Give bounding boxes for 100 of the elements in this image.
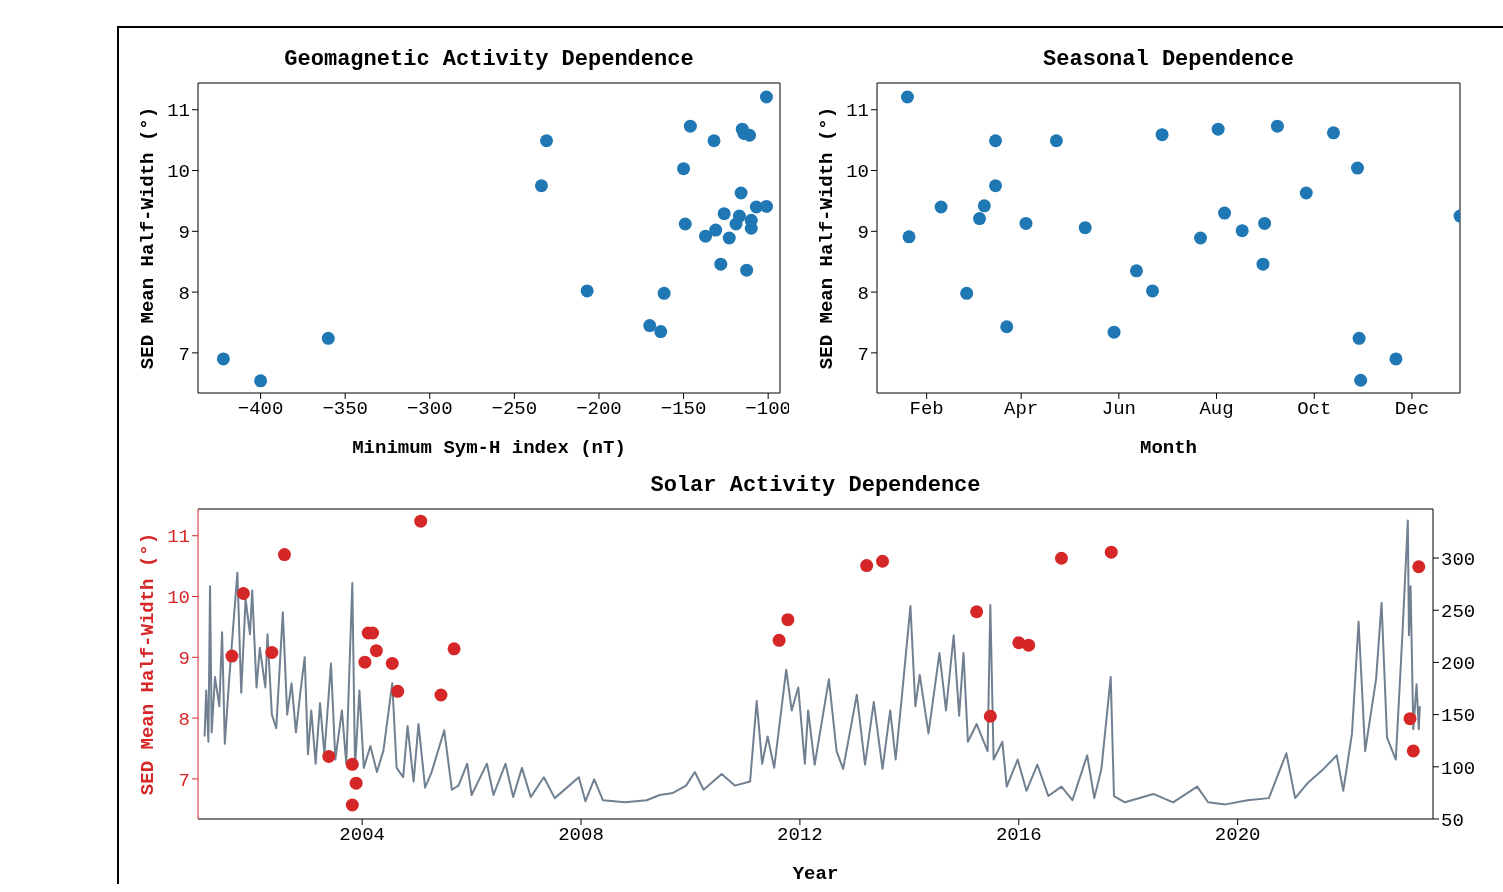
x-tick-label: 2004 <box>339 824 385 847</box>
y2-tick-label: 200 <box>1441 653 1476 676</box>
chart-title: Solar Activity Dependence <box>649 473 982 499</box>
point <box>1256 257 1270 271</box>
line-series <box>203 519 1421 806</box>
point <box>902 230 916 244</box>
x-tick-label: Oct <box>1297 398 1332 421</box>
x-tick-label: −150 <box>660 398 707 421</box>
point <box>1270 119 1284 133</box>
point <box>709 223 723 237</box>
x-tick-label: Aug <box>1199 398 1234 421</box>
point <box>1351 161 1364 175</box>
point <box>540 134 554 148</box>
point <box>414 514 428 528</box>
y-tick-label: 7 <box>857 343 869 366</box>
point <box>358 655 372 669</box>
point <box>707 134 721 148</box>
point <box>960 286 974 300</box>
point <box>714 257 728 271</box>
point <box>1194 231 1208 245</box>
point <box>1107 325 1121 339</box>
point <box>1145 284 1159 298</box>
x-tick-label: −350 <box>322 398 368 421</box>
x-tick-label: 2016 <box>995 824 1042 847</box>
y-tick-label: 11 <box>167 526 190 549</box>
y2-tick-label: 100 <box>1441 757 1476 780</box>
point <box>1129 264 1143 278</box>
y-axis-title: SED Mean Half-Width (°) <box>136 106 159 370</box>
point <box>1211 122 1225 136</box>
point <box>717 207 731 221</box>
point <box>983 709 997 723</box>
x-axis-title: Minimum Sym-H index (nT) <box>352 437 626 459</box>
point <box>321 331 335 345</box>
point <box>277 548 291 562</box>
point <box>369 644 383 658</box>
point <box>1406 744 1420 758</box>
point <box>683 119 697 133</box>
point <box>657 286 671 300</box>
point <box>1054 551 1068 565</box>
point <box>759 199 773 213</box>
x-tick-label: Apr <box>1004 398 1039 421</box>
point <box>1049 134 1063 148</box>
y-tick-label: 8 <box>857 282 869 305</box>
point <box>732 209 746 223</box>
point <box>254 374 268 388</box>
y2-tick-label: 150 <box>1441 705 1476 728</box>
x-tick-label: Feb <box>909 398 944 421</box>
point <box>876 554 890 568</box>
x-tick-label: Dec <box>1394 398 1430 421</box>
point <box>345 757 359 771</box>
chart-title: Geomagnetic Activity Dependence <box>283 47 695 73</box>
x-tick-label: 2008 <box>558 824 604 847</box>
y-tick-label: 10 <box>167 161 190 184</box>
point <box>740 263 754 277</box>
point <box>1235 224 1249 238</box>
point <box>1326 126 1340 140</box>
point <box>391 684 405 698</box>
x-tick-label: −300 <box>406 398 453 421</box>
point <box>722 231 736 245</box>
point <box>989 179 1003 193</box>
point <box>699 229 713 243</box>
y-tick-label: 10 <box>846 161 869 184</box>
point <box>759 90 773 104</box>
y-tick-label: 11 <box>167 100 190 123</box>
x-tick-label: 2012 <box>777 824 823 847</box>
y-axis-title: SED Mean Half-Width (°) <box>815 106 838 370</box>
y-tick-label: 9 <box>178 222 190 245</box>
point <box>1299 186 1313 200</box>
point <box>678 217 692 231</box>
y2-tick-label: 300 <box>1441 548 1476 571</box>
point <box>1258 216 1272 230</box>
x-tick-label: Jun <box>1101 398 1136 421</box>
y2-tick-label: 250 <box>1441 600 1476 623</box>
y-tick-label: 7 <box>178 769 190 792</box>
y-axis-title: SED Mean Half-Width (°) <box>136 532 159 796</box>
x-axis-title: Year <box>792 863 839 885</box>
point <box>447 642 461 656</box>
y-tick-label: 8 <box>178 708 190 731</box>
point <box>265 645 279 659</box>
point <box>1354 373 1368 387</box>
point <box>434 688 448 702</box>
point <box>743 128 757 142</box>
point <box>1412 560 1426 574</box>
point <box>1155 128 1169 142</box>
point <box>772 633 786 647</box>
x-tick-label: −100 <box>745 398 791 421</box>
chart-title: Seasonal Dependence <box>1042 47 1295 73</box>
point <box>677 162 691 176</box>
point <box>1104 545 1118 559</box>
point <box>216 352 230 366</box>
point <box>322 749 336 763</box>
point <box>934 200 948 214</box>
point <box>385 656 399 670</box>
point <box>977 199 991 213</box>
point <box>1403 712 1417 726</box>
point <box>654 325 668 339</box>
x-tick-label: −250 <box>491 398 538 421</box>
point <box>1078 221 1092 235</box>
point <box>236 586 250 600</box>
x-tick-label: −200 <box>576 398 622 421</box>
